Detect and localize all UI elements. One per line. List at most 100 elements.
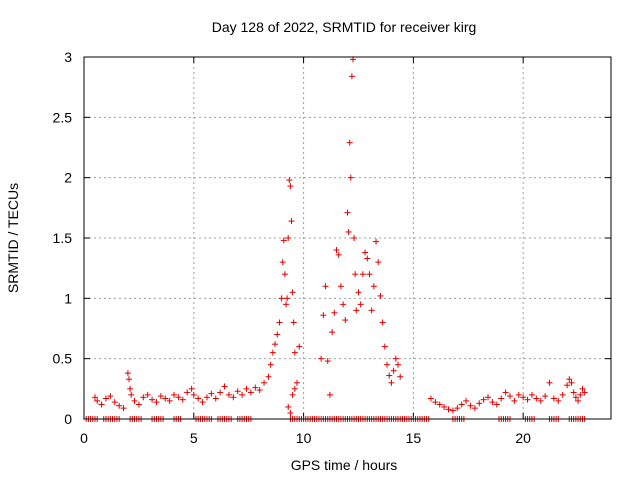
data-point [368, 307, 375, 314]
data-point [175, 394, 182, 401]
data-point [577, 391, 584, 398]
data-point [278, 295, 285, 302]
data-point [441, 403, 448, 410]
data-point [326, 391, 333, 398]
data-point [290, 319, 297, 326]
data-point [550, 395, 557, 402]
data-point [276, 319, 283, 326]
data-point [140, 394, 147, 401]
data-point [285, 235, 292, 241]
data-point [289, 289, 296, 296]
x-tick-label: 10 [296, 430, 312, 446]
data-point [493, 401, 500, 408]
data-point [342, 317, 349, 324]
data-point [331, 309, 338, 316]
data-point [485, 394, 492, 401]
data-point [267, 361, 274, 368]
data-point [344, 209, 351, 216]
y-tick-label: 1 [64, 290, 72, 306]
y-tick-label: 3 [64, 49, 72, 65]
data-point [555, 397, 562, 404]
data-point [366, 271, 373, 278]
data-points [83, 56, 588, 422]
data-point [243, 385, 250, 392]
data-point [208, 390, 215, 397]
data-point [247, 389, 254, 396]
data-point [283, 301, 290, 308]
data-point [463, 397, 470, 404]
data-point [188, 385, 195, 392]
data-point [281, 271, 288, 278]
data-point [352, 271, 359, 278]
data-point [520, 394, 527, 401]
data-point [293, 379, 300, 386]
data-point [280, 237, 287, 244]
data-point [126, 376, 133, 383]
data-point [528, 391, 535, 398]
axis-ticks: 0 0.5 1 1.5 2 2.5 3 0 5 10 15 20 [53, 49, 611, 446]
data-point [533, 395, 540, 402]
data-point [287, 409, 294, 416]
data-point [337, 283, 344, 290]
data-point [287, 183, 294, 190]
data-point [239, 391, 246, 398]
data-point [144, 391, 151, 398]
data-point [467, 402, 474, 409]
y-tick-label: 0 [64, 411, 72, 427]
data-point [284, 295, 291, 302]
data-point [564, 382, 571, 389]
data-point [370, 283, 377, 290]
data-point [502, 389, 509, 396]
data-point [212, 395, 219, 402]
data-point [546, 379, 553, 386]
data-point [427, 395, 434, 402]
data-point [94, 397, 101, 404]
data-point [252, 384, 259, 391]
data-point [542, 393, 549, 400]
data-point [351, 235, 358, 241]
data-point [375, 259, 382, 266]
x-tick-label: 15 [406, 430, 422, 446]
data-point [171, 391, 178, 398]
data-point [120, 405, 127, 412]
data-point [480, 396, 487, 403]
plot-frame [83, 56, 612, 420]
data-point [286, 177, 293, 184]
data-point [511, 397, 518, 404]
data-point [581, 389, 588, 396]
data-point [340, 301, 347, 308]
data-point [324, 358, 331, 365]
data-point [131, 397, 138, 404]
data-point [333, 247, 340, 254]
data-point [386, 372, 393, 379]
data-point [395, 361, 402, 368]
data-point [318, 355, 325, 362]
data-point [195, 395, 202, 402]
data-point [128, 391, 135, 398]
data-point [377, 292, 384, 299]
data-point [291, 349, 298, 356]
data-point [355, 289, 362, 296]
data-point [157, 393, 164, 400]
data-point [190, 391, 197, 398]
data-point [524, 396, 531, 403]
data-point [346, 139, 353, 146]
data-point [454, 405, 461, 412]
x-tick-label: 5 [190, 430, 198, 446]
x-axis-label: GPS time / hours [291, 457, 398, 473]
data-point [230, 394, 237, 401]
grid-lines [84, 57, 611, 419]
data-point [373, 238, 380, 245]
data-point [127, 385, 134, 392]
data-point [489, 399, 496, 406]
data-point [329, 329, 336, 336]
data-point [388, 379, 395, 386]
data-point [199, 399, 206, 406]
data-point [384, 361, 391, 368]
data-point [179, 396, 186, 403]
y-tick-label: 0.5 [53, 351, 73, 367]
data-point [353, 307, 360, 314]
data-point [269, 349, 276, 356]
data-point [515, 391, 522, 398]
